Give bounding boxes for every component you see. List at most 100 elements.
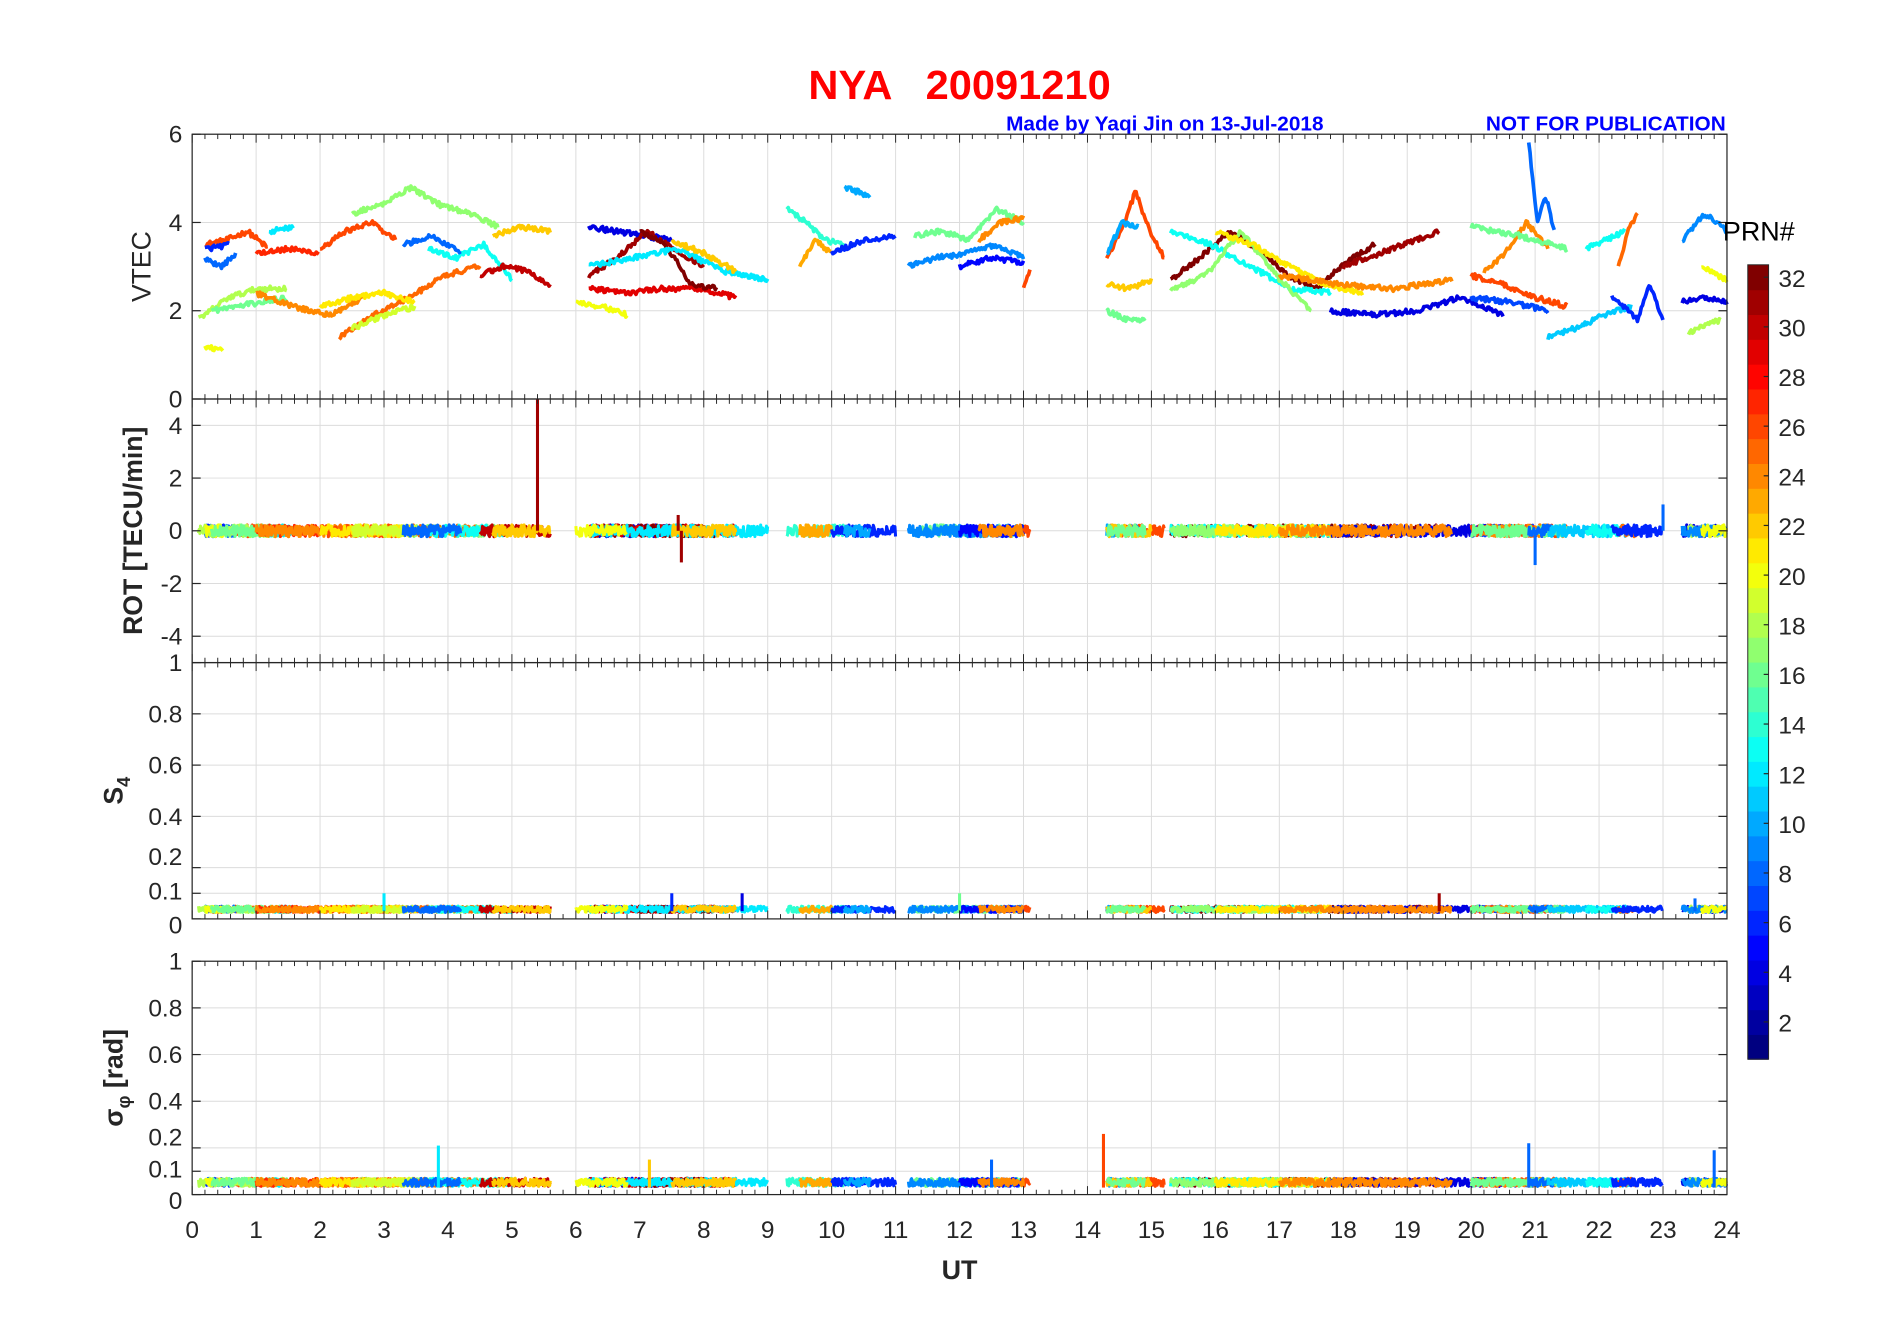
x-tick-label: 10 [818, 1217, 845, 1244]
colorbar-segment [1747, 388, 1769, 415]
vtec-trace-prn-17 [350, 184, 500, 230]
x-tick-label: 23 [1649, 1217, 1676, 1244]
sigma-phi-trace-prn-16 [1105, 1176, 1147, 1188]
vtec-trace-prn-9 [906, 242, 1026, 269]
vtec-trace-prn-25 [1616, 212, 1639, 267]
x-tick-label: 24 [1713, 1217, 1740, 1244]
colorbar-segment [1747, 910, 1769, 936]
colorbar-tick-label: 16 [1778, 663, 1805, 690]
vtec-trace-prn-11 [1546, 304, 1633, 341]
colorbar-tick-label: 32 [1778, 266, 1805, 293]
colorbar-tick-label: 2 [1778, 1011, 1792, 1038]
colorbar-segment [1747, 786, 1769, 812]
colorbar-segment [1747, 314, 1769, 340]
vtec-trace-prn-23 [798, 237, 833, 268]
x-tick-label: 18 [1330, 1217, 1357, 1244]
y-axis-label: S4 [98, 776, 134, 805]
vtec-trace-prn-4 [1328, 294, 1505, 319]
colorbar-tick-label: 28 [1778, 365, 1805, 392]
rot-trace-prn-24 [977, 523, 1025, 539]
vtec-trace-prn-16 [1105, 307, 1147, 324]
vtec-trace-prn-9 [1681, 212, 1729, 244]
vtec-trace-prn-14 [785, 205, 847, 248]
sigma-phi-trace-prn-24 [977, 1177, 1025, 1188]
sigma-phi-trace-prn-13 [1584, 1176, 1626, 1188]
x-tick-label: 8 [697, 1217, 711, 1244]
x-tick-label: 14 [1074, 1217, 1101, 1244]
vtec-trace-prn-5 [957, 254, 1026, 271]
vtec-trace-prn-6 [830, 233, 897, 256]
vtec-trace-prn-8 [401, 233, 462, 255]
colorbar-segment [1747, 885, 1769, 911]
y-tick-label: 0.8 [148, 995, 182, 1022]
sigma-phi-trace-prn-8 [401, 1176, 462, 1188]
vtec-trace-prn-20 [203, 344, 225, 353]
sigma-phi-trace-prn-24 [1277, 1176, 1453, 1188]
vtec-trace-prn-12 [588, 246, 770, 284]
y-axis-label-subscript: φ [113, 1096, 134, 1109]
rot-trace-prn-24 [1277, 523, 1453, 539]
colorbar-segment [1747, 562, 1769, 589]
x-tick-label: 9 [761, 1217, 775, 1244]
y-tick-label: 4 [169, 210, 183, 237]
colorbar-tick-label: 24 [1778, 465, 1805, 492]
y-tick-label: 2 [169, 298, 183, 325]
y-tick-label: 0.2 [148, 1125, 182, 1152]
publication-notice: NOT FOR PUBLICATION [1486, 113, 1726, 136]
s4-trace-prn-20 [574, 904, 629, 915]
colorbar-segment [1747, 935, 1769, 961]
vtec-trace-prn-16 [1469, 222, 1569, 253]
vtec-trace-prn-26 [1021, 269, 1032, 289]
colorbar-segment [1747, 810, 1769, 837]
colorbar-segment [1747, 413, 1769, 440]
colorbar-segment [1747, 364, 1769, 390]
vtec-trace-prn-12 [268, 224, 295, 236]
y-tick-label: 4 [169, 413, 183, 440]
y-tick-label: 1 [169, 650, 183, 677]
vtec-trace-prn-24 [1482, 219, 1550, 274]
x-tick-label: 3 [377, 1217, 391, 1244]
vtec-trace-prn-26 [319, 219, 398, 251]
colorbar-segment [1747, 959, 1769, 986]
x-tick-label: 19 [1394, 1217, 1421, 1244]
chart-subtitle: Made by Yaqi Jin on 13-Jul-2018 [1006, 113, 1323, 136]
vtec-trace-prn-24 [255, 290, 365, 318]
x-tick-label: 1 [249, 1217, 263, 1244]
vtec-trace-prn-16 [913, 205, 1025, 243]
vtec-trace-prn-30 [479, 262, 552, 288]
vtec-trace-prn-32 [639, 229, 719, 292]
vtec-trace-prn-29 [588, 284, 738, 301]
y-tick-label: 6 [169, 122, 183, 149]
vtec-trace-prn-31 [1341, 228, 1441, 270]
data-traces [196, 142, 1729, 1188]
vtec-trace-prn-22 [1105, 277, 1154, 293]
rot-trace-prn-10 [842, 523, 872, 538]
vtec-trace-prn-22 [491, 223, 553, 239]
x-tick-label: 6 [569, 1217, 583, 1244]
y-tick-label: 1 [169, 949, 183, 976]
vtec-trace-prn-17 [1169, 229, 1312, 313]
s4-trace-prn-26 [1022, 904, 1032, 913]
x-tick-label: 16 [1202, 1217, 1229, 1244]
vtec-trace-prn-8 [203, 252, 238, 271]
rot-trace-prn-22 [491, 523, 552, 539]
s4-trace-prn-22 [491, 904, 552, 915]
s4-trace-prn-6 [1610, 904, 1664, 914]
x-tick-label: 11 [883, 1217, 908, 1244]
y-tick-label: 0 [169, 387, 183, 414]
x-tick-label: 4 [441, 1217, 455, 1244]
colorbar-tick-label: 20 [1778, 564, 1805, 591]
rot-trace-prn-16 [1105, 523, 1147, 539]
sigma-phi-trace-prn-22 [491, 1176, 552, 1188]
vtec-trace-prn-24 [1277, 272, 1454, 294]
vtec-trace-prn-8 [1526, 142, 1557, 231]
colorbar-frame [1747, 264, 1770, 1060]
colorbar-tick-label: 10 [1778, 812, 1805, 839]
y-tick-label: -4 [161, 624, 183, 651]
colorbar-tick-label: 12 [1778, 762, 1805, 789]
x-tick-label: 21 [1522, 1217, 1549, 1244]
y-axis-label-subscript: 4 [113, 776, 134, 787]
rot-trace-prn-26 [1022, 524, 1032, 538]
y-tick-label: 0.4 [148, 1089, 182, 1116]
